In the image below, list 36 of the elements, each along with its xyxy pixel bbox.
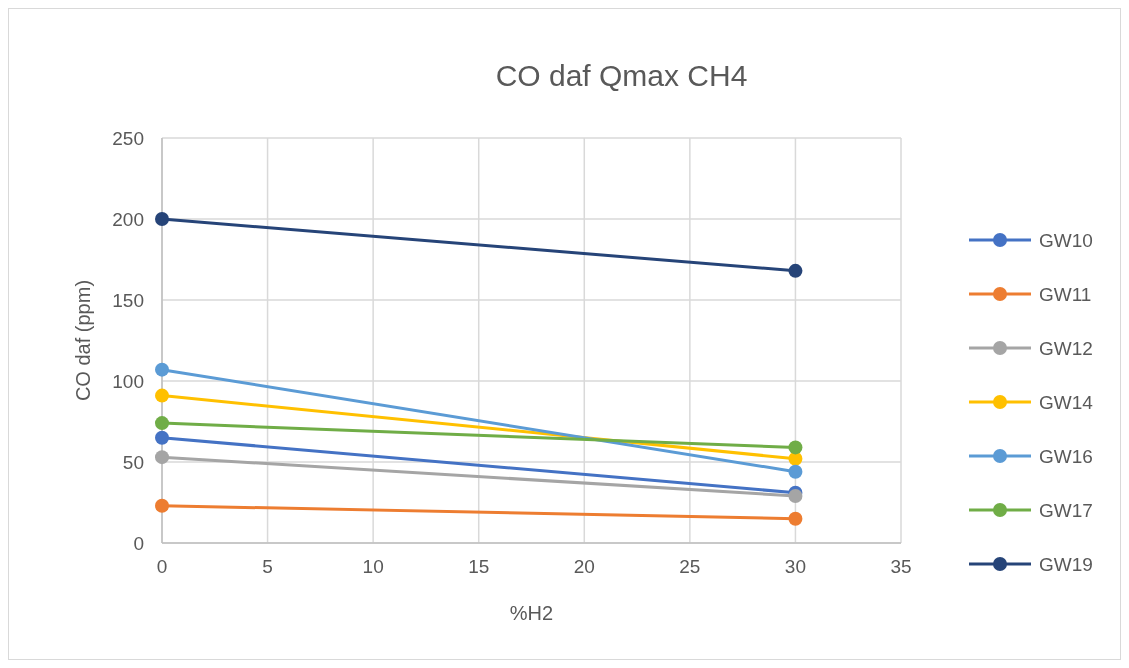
x-tick-label: 15 (468, 556, 490, 577)
legend-label: GW17 (1039, 499, 1093, 521)
y-tick-label: 150 (112, 289, 144, 311)
legend-label: GW12 (1039, 337, 1093, 359)
x-tick-label: 30 (784, 556, 806, 577)
x-tick-label: 5 (262, 556, 273, 577)
chart-title: CO daf Qmax CH4 (495, 59, 748, 92)
x-tick-label: 35 (890, 556, 912, 577)
point (155, 388, 169, 403)
legend-label: GW14 (1039, 391, 1094, 413)
legend-label: GW11 (1039, 283, 1092, 305)
legend-label: GW16 (1039, 445, 1093, 467)
point (155, 450, 169, 465)
x-tick-label: 25 (679, 556, 701, 577)
x-tick-label: 0 (156, 556, 168, 577)
y-tick-label: 100 (112, 370, 144, 392)
point (155, 212, 169, 226)
x-tick-label: 20 (573, 556, 595, 577)
y-axis-title: CO daf (ppm) (72, 279, 94, 402)
point (788, 464, 803, 479)
point (788, 511, 803, 526)
point (788, 440, 803, 455)
point (788, 489, 803, 504)
legend-label: GW10 (1039, 229, 1093, 251)
legend-label: GW19 (1039, 553, 1093, 575)
point (155, 362, 169, 377)
x-tick-label: 10 (362, 556, 384, 577)
point (155, 430, 169, 445)
point (788, 263, 803, 278)
point (155, 416, 169, 431)
x-axis-title: %H2 (509, 602, 554, 624)
y-tick-label: 250 (112, 127, 144, 149)
y-tick-label: 50 (122, 451, 144, 473)
point (155, 498, 169, 513)
y-tick-label: 0 (133, 532, 144, 554)
y-tick-label: 200 (112, 208, 144, 230)
